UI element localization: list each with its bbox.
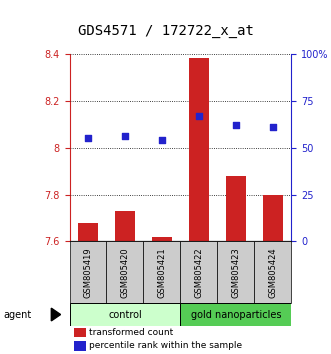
Bar xyxy=(180,241,217,303)
Bar xyxy=(254,241,291,303)
Point xyxy=(122,133,128,139)
Bar xyxy=(74,341,86,350)
Bar xyxy=(152,237,172,241)
Text: GSM805422: GSM805422 xyxy=(194,247,203,298)
Point xyxy=(270,124,275,130)
Bar xyxy=(74,328,86,337)
Text: gold nanoparticles: gold nanoparticles xyxy=(191,309,281,320)
Bar xyxy=(262,194,283,241)
Bar xyxy=(70,303,180,326)
Bar xyxy=(226,176,246,241)
Bar xyxy=(107,241,143,303)
Text: control: control xyxy=(108,309,142,320)
Text: GSM805423: GSM805423 xyxy=(231,247,240,298)
Point xyxy=(233,122,239,128)
Text: GSM805421: GSM805421 xyxy=(158,247,166,298)
Bar xyxy=(217,241,254,303)
Bar xyxy=(78,223,98,241)
Text: GSM805424: GSM805424 xyxy=(268,247,277,298)
Text: transformed count: transformed count xyxy=(89,328,174,337)
Bar xyxy=(70,241,107,303)
Bar xyxy=(180,303,291,326)
Point xyxy=(159,137,165,143)
Bar xyxy=(143,241,180,303)
Bar xyxy=(189,58,209,241)
Text: GDS4571 / 172722_x_at: GDS4571 / 172722_x_at xyxy=(77,24,254,38)
Bar xyxy=(115,211,135,241)
Point xyxy=(196,113,202,119)
Text: GSM805420: GSM805420 xyxy=(120,247,129,298)
Text: percentile rank within the sample: percentile rank within the sample xyxy=(89,341,243,350)
Text: GSM805419: GSM805419 xyxy=(83,247,92,298)
Point xyxy=(85,135,91,141)
Text: agent: agent xyxy=(3,309,31,320)
